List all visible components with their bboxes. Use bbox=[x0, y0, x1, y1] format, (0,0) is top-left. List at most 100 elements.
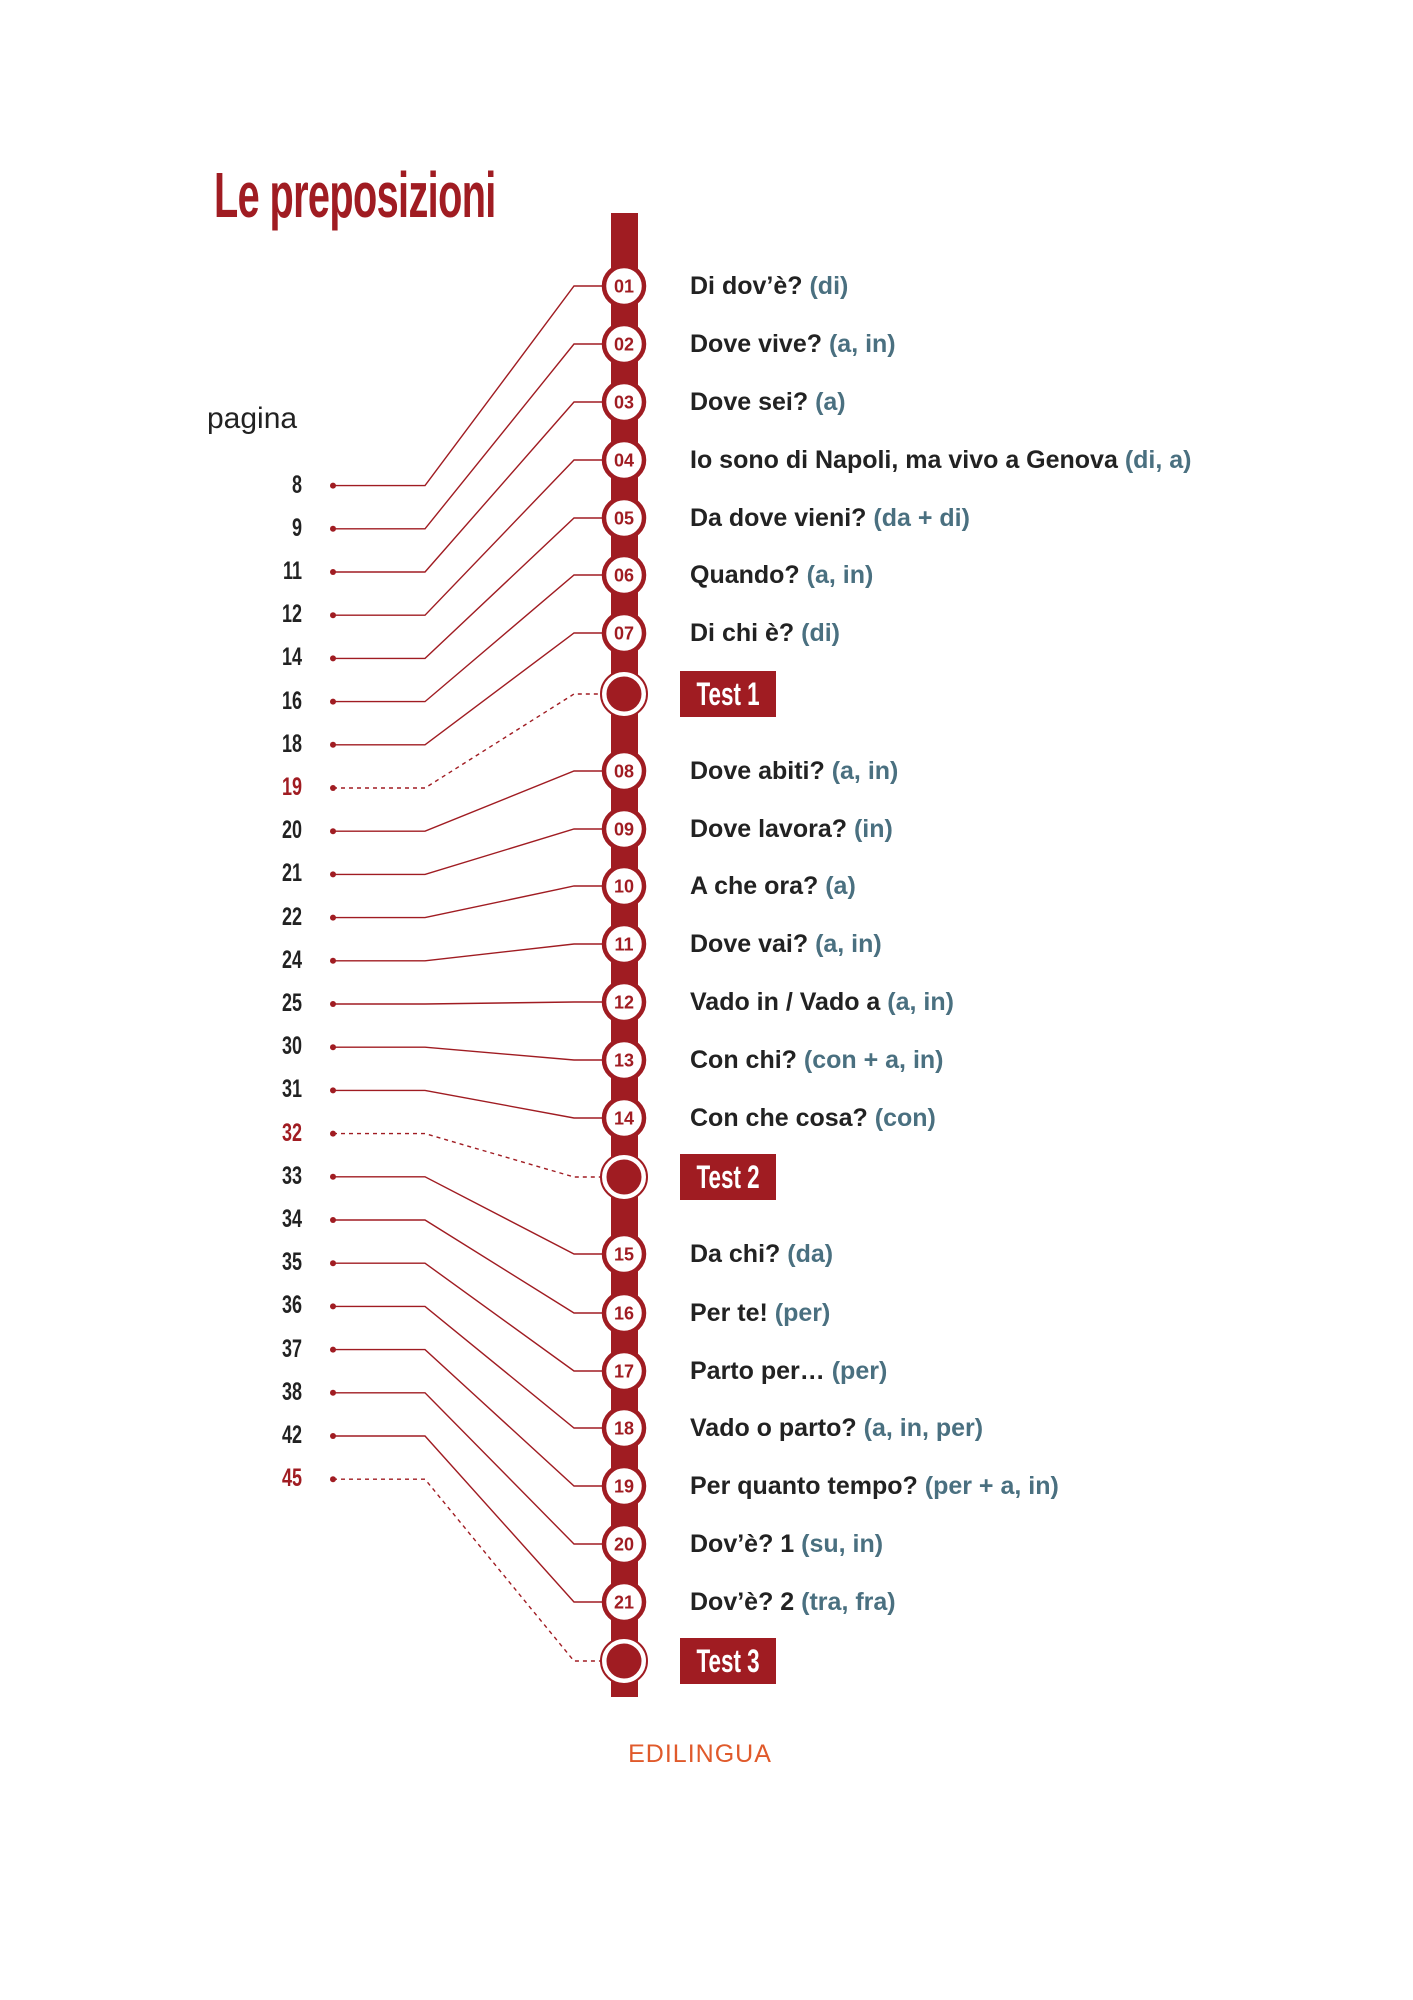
connector-line bbox=[333, 1001, 602, 1005]
test-label[interactable]: Test 3 bbox=[680, 1638, 776, 1684]
unit-prepositions: (a, in) bbox=[815, 930, 882, 958]
unit-prepositions: (a, in) bbox=[806, 561, 874, 589]
unit-item[interactable]: Dove lavora? (in) bbox=[690, 814, 893, 844]
unit-item[interactable]: Con chi? (con + a, in) bbox=[690, 1045, 944, 1075]
unit-prepositions: (per + a, in) bbox=[924, 1472, 1059, 1500]
unit-item[interactable]: Dov’è? 1 (su, in) bbox=[690, 1529, 883, 1559]
unit-title: Dove abiti? bbox=[690, 757, 825, 785]
test-node-ring bbox=[600, 670, 648, 718]
unit-number: 19 bbox=[614, 1477, 634, 1497]
connector-line bbox=[333, 1046, 602, 1061]
unit-title: Da chi? bbox=[690, 1240, 781, 1268]
test-node-circle bbox=[601, 1638, 647, 1684]
connector-line bbox=[333, 459, 602, 616]
unit-item[interactable]: Di chi è? (di) bbox=[690, 618, 840, 648]
unit-title: Per te! bbox=[690, 1299, 768, 1327]
unit-node-circle bbox=[601, 321, 647, 367]
unit-node-circle bbox=[601, 979, 647, 1025]
unit-node-circle bbox=[601, 1095, 647, 1141]
unit-item[interactable]: Con che cosa? (con) bbox=[690, 1103, 936, 1133]
unit-item[interactable]: Da dove vieni? (da + di) bbox=[690, 503, 970, 533]
unit-title: Con che cosa? bbox=[690, 1104, 868, 1132]
unit-number: 04 bbox=[614, 451, 634, 471]
unit-number: 03 bbox=[614, 393, 634, 413]
unit-node-circle bbox=[601, 1579, 647, 1625]
test-node-ring bbox=[600, 1637, 648, 1685]
page-number: 20 bbox=[281, 816, 302, 845]
page-number: 25 bbox=[281, 989, 302, 1017]
unit-prepositions: (con) bbox=[874, 1104, 936, 1132]
unit-number: 10 bbox=[614, 877, 634, 897]
page-number: 37 bbox=[281, 1334, 302, 1363]
unit-title: Io sono di Napoli, ma vivo a Genova bbox=[690, 446, 1118, 474]
unit-number: 06 bbox=[614, 566, 634, 586]
unit-title: Dov’è? 1 bbox=[690, 1530, 795, 1558]
unit-number: 02 bbox=[614, 335, 634, 355]
unit-item[interactable]: Parto per… (per) bbox=[690, 1356, 887, 1386]
unit-prepositions: (a, in) bbox=[828, 330, 896, 358]
unit-prepositions: (da) bbox=[787, 1240, 834, 1268]
unit-item[interactable]: Dove sei? (a) bbox=[690, 387, 846, 417]
connector-line bbox=[333, 1435, 602, 1603]
unit-item[interactable]: Vado o parto? (a, in, per) bbox=[690, 1413, 983, 1443]
unit-item[interactable]: Dov’è? 2 (tra, fra) bbox=[690, 1587, 896, 1617]
unit-number: 05 bbox=[614, 509, 634, 529]
unit-item[interactable]: A che ora? (a) bbox=[690, 871, 856, 901]
edilingua-logo: EDILINGUA bbox=[628, 1740, 772, 1768]
unit-prepositions: (da + di) bbox=[873, 504, 970, 532]
page-number: 38 bbox=[281, 1377, 302, 1406]
page-number: 36 bbox=[281, 1291, 302, 1320]
unit-node-circle bbox=[601, 1405, 647, 1451]
unit-prepositions: (per) bbox=[831, 1357, 888, 1385]
unit-prepositions: (a, in, per) bbox=[863, 1414, 984, 1442]
connector-line bbox=[333, 517, 602, 660]
page-number: 9 bbox=[291, 513, 302, 542]
unit-prepositions: (a) bbox=[815, 388, 846, 416]
unit-item[interactable]: Io sono di Napoli, ma vivo a Genova (di,… bbox=[690, 445, 1192, 475]
unit-prepositions: (tra, fra) bbox=[801, 1588, 896, 1616]
unit-number: 18 bbox=[614, 1419, 634, 1439]
unit-item[interactable]: Dove vive? (a, in) bbox=[690, 329, 896, 359]
unit-number: 17 bbox=[614, 1362, 634, 1382]
unit-node-circle bbox=[601, 1231, 647, 1277]
unit-title: Dove vai? bbox=[690, 930, 809, 958]
unit-item[interactable]: Da chi? (da) bbox=[690, 1239, 833, 1269]
unit-item[interactable]: Vado in / Vado a (a, in) bbox=[690, 987, 954, 1017]
unit-number: 16 bbox=[614, 1304, 634, 1324]
unit-node-circle bbox=[601, 1290, 647, 1336]
unit-item[interactable]: Per quanto tempo? (per + a, in) bbox=[690, 1471, 1059, 1501]
unit-title: Di chi è? bbox=[690, 619, 795, 647]
unit-node-circle bbox=[601, 495, 647, 541]
unit-node-circle bbox=[601, 263, 647, 309]
unit-item[interactable]: Dove vai? (a, in) bbox=[690, 929, 882, 959]
page-number: 19 bbox=[281, 773, 302, 801]
unit-prepositions: (a, in) bbox=[831, 757, 899, 785]
unit-node-circle bbox=[601, 806, 647, 852]
unit-item[interactable]: Di dov’è? (di) bbox=[690, 271, 848, 301]
unit-title: Dove vive? bbox=[690, 330, 823, 358]
unit-item[interactable]: Per te! (per) bbox=[690, 1298, 830, 1328]
unit-number: 20 bbox=[614, 1535, 634, 1555]
connector-line bbox=[333, 770, 602, 832]
page-number: 18 bbox=[281, 729, 302, 758]
page-number: 16 bbox=[281, 686, 302, 715]
unit-node-circle bbox=[601, 610, 647, 656]
unit-title: Da dove vieni? bbox=[690, 504, 867, 532]
test-label-text: Test 2 bbox=[696, 1159, 760, 1195]
test-label[interactable]: Test 2 bbox=[680, 1154, 776, 1200]
page-number: 24 bbox=[281, 945, 302, 974]
unit-item[interactable]: Quando? (a, in) bbox=[690, 560, 873, 590]
page-number: 21 bbox=[281, 859, 302, 888]
test-node-circle bbox=[601, 1154, 647, 1200]
unit-node-circle bbox=[601, 1348, 647, 1394]
unit-title: Parto per… bbox=[690, 1357, 825, 1385]
connector-line bbox=[333, 885, 602, 919]
unit-item[interactable]: Dove abiti? (a, in) bbox=[690, 756, 898, 786]
test-label[interactable]: Test 1 bbox=[680, 671, 776, 717]
test-connector-dashed bbox=[333, 693, 602, 789]
unit-title: Quando? bbox=[690, 561, 800, 589]
unit-node-circle bbox=[601, 1463, 647, 1509]
unit-node-circle bbox=[601, 921, 647, 967]
connector-line bbox=[333, 1176, 602, 1255]
